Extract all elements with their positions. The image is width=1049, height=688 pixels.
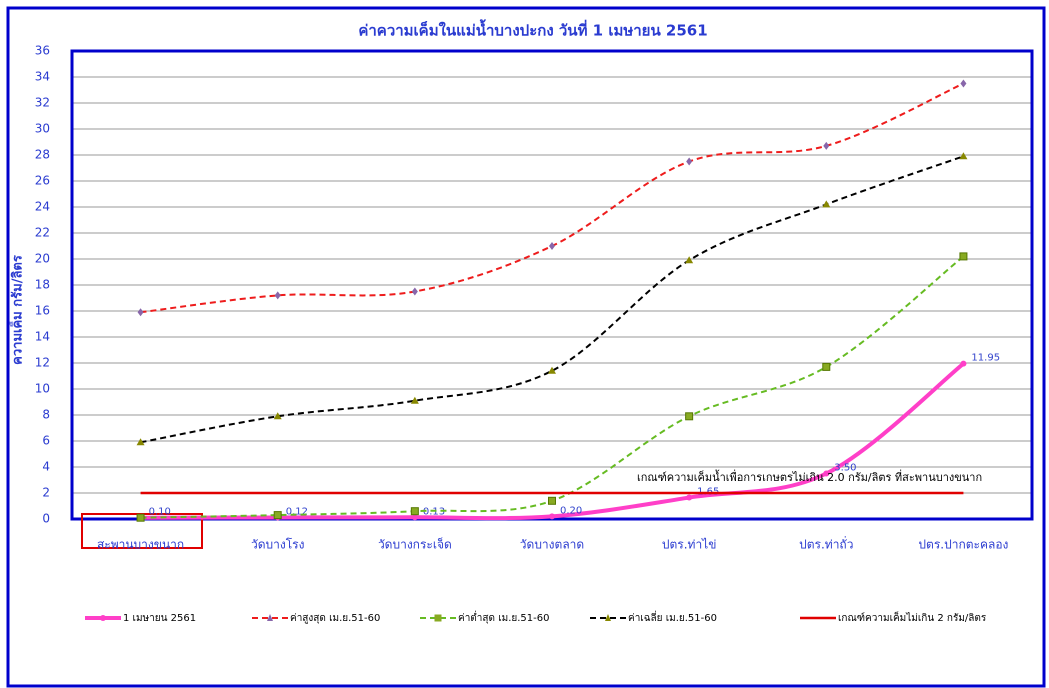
- data-label: 3.50: [834, 463, 856, 474]
- point: [273, 412, 282, 420]
- point: [411, 514, 418, 521]
- point: [822, 362, 831, 371]
- data-label: 0.10: [149, 507, 171, 518]
- point: [823, 141, 830, 150]
- y-tick-label: 28: [35, 148, 50, 162]
- y-tick-label: 26: [35, 174, 50, 188]
- point: [136, 513, 145, 522]
- point: [685, 412, 694, 421]
- data-label: 0.20: [560, 505, 582, 516]
- point: [136, 438, 145, 446]
- point: [410, 396, 419, 404]
- y-tick-label: 2: [42, 486, 50, 500]
- point: [411, 287, 418, 296]
- y-tick-label: 14: [35, 330, 50, 344]
- point: [685, 256, 694, 264]
- point: [686, 494, 693, 501]
- point: [137, 308, 144, 317]
- x-tick-label: วัดบางโรง: [251, 538, 305, 552]
- y-tick-label: 24: [35, 200, 50, 214]
- series-line: [140, 155, 964, 444]
- point: [822, 200, 831, 208]
- y-tick-label: 20: [35, 252, 50, 266]
- y-tick-label: 34: [35, 70, 50, 84]
- point: [273, 511, 282, 520]
- x-tick-label: สะพานบางขนาก: [97, 538, 184, 552]
- x-tick-label: วัดบางกระเจ็ด: [378, 537, 452, 552]
- point: [549, 513, 555, 520]
- legend-marker: [267, 614, 273, 621]
- annotation: เกณฑ์ความเค็มน้ำเพื่อการเกษตรไม่เกิน 2.0…: [637, 469, 982, 484]
- legend-label: เกณฑ์ความเค็มไม่เกิน 2 กรัม/ลิตร: [838, 610, 987, 624]
- data-label: 0.13: [423, 506, 445, 517]
- legend-marker: [100, 615, 106, 621]
- legend-label: 1 เมษายน 2561: [123, 613, 196, 624]
- x-tick-label: ปตร.ท่าถั่ว: [799, 536, 853, 552]
- point: [549, 242, 555, 250]
- legend-label: ค่าต่ำสุด เม.ย.51-60: [458, 610, 549, 624]
- y-tick-label: 10: [35, 382, 50, 396]
- legend-label: ค่าเฉลี่ย เม.ย.51-60: [628, 610, 717, 624]
- point: [960, 360, 967, 367]
- point: [548, 366, 556, 374]
- y-tick-label: 4: [42, 460, 50, 474]
- x-tick-label: ปตร.ปากตะคลอง: [918, 538, 1008, 552]
- point: [686, 157, 693, 166]
- point: [960, 79, 967, 88]
- x-tick-label: ปตร.ท่าไข่: [662, 538, 717, 552]
- point: [959, 252, 968, 261]
- legend-marker: [605, 614, 611, 621]
- chart-border: [6, 6, 1046, 688]
- x-tick-label: วัดบางตลาด: [520, 538, 584, 552]
- chart-title: ค่าความเค็มในแม่น้ำบางปะกง วันที่ 1 เมษา…: [358, 19, 707, 40]
- y-tick-label: 16: [35, 304, 50, 318]
- y-tick-label: 8: [42, 408, 50, 422]
- y-axis-label: ความเค็ม กรัม/ลิตร: [8, 255, 26, 365]
- y-tick-label: 22: [35, 226, 50, 240]
- data-label: 11.95: [971, 353, 1000, 364]
- point: [274, 291, 281, 300]
- y-tick-label: 6: [42, 434, 50, 448]
- y-tick-label: 32: [35, 96, 50, 110]
- point: [823, 470, 830, 477]
- point: [410, 507, 419, 516]
- point: [548, 496, 556, 505]
- data-label: 0.12: [286, 506, 308, 517]
- point: [959, 152, 968, 160]
- legend-marker: [434, 614, 442, 622]
- legend-label: ค่าสูงสุด เม.ย.51-60: [290, 613, 380, 624]
- y-tick-label: 12: [35, 356, 50, 370]
- y-tick-label: 0: [42, 512, 50, 526]
- y-tick-label: 36: [35, 44, 50, 58]
- series-line: [140, 82, 964, 314]
- y-tick-label: 30: [35, 122, 50, 136]
- y-tick-label: 18: [35, 278, 50, 292]
